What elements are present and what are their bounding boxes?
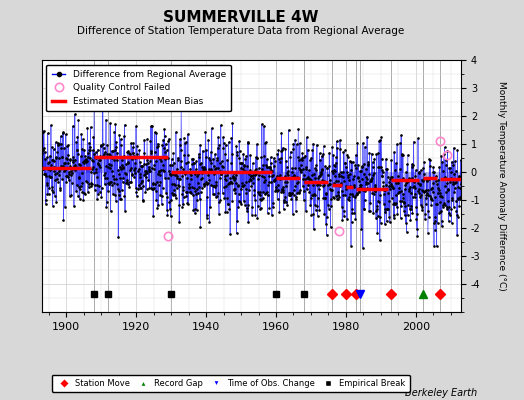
Y-axis label: Monthly Temperature Anomaly Difference (°C): Monthly Temperature Anomaly Difference (…: [497, 81, 506, 291]
Text: SUMMERVILLE 4W: SUMMERVILLE 4W: [163, 10, 319, 25]
Text: Difference of Station Temperature Data from Regional Average: Difference of Station Temperature Data f…: [78, 26, 405, 36]
Legend: Difference from Regional Average, Quality Control Failed, Estimated Station Mean: Difference from Regional Average, Qualit…: [47, 64, 231, 111]
Text: Berkeley Earth: Berkeley Earth: [405, 388, 477, 398]
Legend: Station Move, Record Gap, Time of Obs. Change, Empirical Break: Station Move, Record Gap, Time of Obs. C…: [51, 374, 410, 392]
